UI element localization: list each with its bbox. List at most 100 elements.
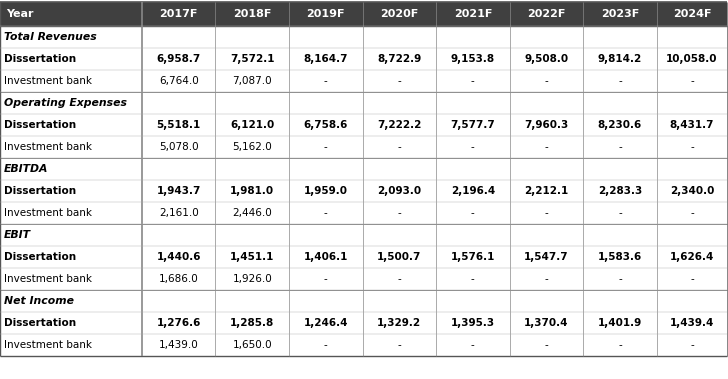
Text: 5,518.1: 5,518.1	[157, 120, 201, 130]
Text: -: -	[397, 274, 401, 284]
Text: -: -	[618, 142, 622, 152]
Text: 1,500.7: 1,500.7	[377, 252, 422, 262]
Bar	[0, 290, 727, 312]
Text: EBITDA: EBITDA	[4, 164, 48, 174]
Text: 5,162.0: 5,162.0	[232, 142, 272, 152]
Text: 1,276.6: 1,276.6	[157, 318, 201, 328]
Text: 1,981.0: 1,981.0	[230, 186, 274, 196]
Text: 2,196.4: 2,196.4	[451, 186, 495, 196]
Text: 1,401.9: 1,401.9	[598, 318, 642, 328]
Text: 1,440.6: 1,440.6	[157, 252, 201, 262]
Text: Investment bank: Investment bank	[4, 340, 92, 350]
Text: 1,650.0: 1,650.0	[232, 340, 272, 350]
Text: 7,577.7: 7,577.7	[451, 120, 495, 130]
Text: 6,764.0: 6,764.0	[159, 76, 199, 86]
Text: 2024F: 2024F	[673, 9, 711, 19]
Text: -: -	[471, 142, 475, 152]
Text: -: -	[324, 340, 328, 350]
Text: 1,576.1: 1,576.1	[451, 252, 495, 262]
Bar	[657, 2, 727, 26]
Bar	[142, 2, 215, 26]
Text: 2017F: 2017F	[159, 9, 198, 19]
Text: -: -	[397, 340, 401, 350]
Bar	[0, 246, 727, 268]
Text: Net Income: Net Income	[4, 296, 74, 306]
Text: 1,451.1: 1,451.1	[230, 252, 274, 262]
Text: 6,121.0: 6,121.0	[230, 120, 274, 130]
Text: 8,431.7: 8,431.7	[670, 120, 714, 130]
Text: Year: Year	[6, 9, 33, 19]
Text: Dissertation: Dissertation	[4, 252, 76, 262]
Text: 7,222.2: 7,222.2	[377, 120, 422, 130]
Text: Investment bank: Investment bank	[4, 208, 92, 218]
Text: -: -	[324, 142, 328, 152]
Text: 2,212.1: 2,212.1	[524, 186, 569, 196]
Text: -: -	[545, 274, 548, 284]
Bar	[0, 92, 727, 114]
Text: -: -	[471, 340, 475, 350]
Text: 1,583.6: 1,583.6	[598, 252, 642, 262]
Text: Operating Expenses: Operating Expenses	[4, 98, 127, 108]
Text: -: -	[618, 274, 622, 284]
Text: -: -	[324, 208, 328, 218]
Bar	[0, 26, 727, 48]
Text: 2018F: 2018F	[233, 9, 272, 19]
Text: -: -	[471, 274, 475, 284]
Bar	[436, 2, 510, 26]
Text: Investment bank: Investment bank	[4, 76, 92, 86]
Text: 1,406.1: 1,406.1	[304, 252, 348, 262]
Text: 8,722.9: 8,722.9	[377, 54, 422, 64]
Bar	[0, 202, 727, 224]
Bar	[0, 48, 727, 70]
Bar	[0, 334, 727, 356]
Bar	[0, 136, 727, 158]
Text: 2020F: 2020F	[380, 9, 419, 19]
Text: -: -	[397, 76, 401, 86]
Text: Investment bank: Investment bank	[4, 142, 92, 152]
Bar	[0, 158, 727, 180]
Text: -: -	[397, 142, 401, 152]
Bar	[289, 2, 363, 26]
Bar	[363, 2, 436, 26]
Text: 2021F: 2021F	[454, 9, 492, 19]
Text: -: -	[324, 274, 328, 284]
Text: 6,758.6: 6,758.6	[304, 120, 348, 130]
Text: 2,283.3: 2,283.3	[598, 186, 642, 196]
Text: 2023F: 2023F	[601, 9, 639, 19]
Text: 9,508.0: 9,508.0	[524, 54, 569, 64]
Bar	[0, 70, 727, 92]
Text: -: -	[618, 76, 622, 86]
Text: -: -	[471, 208, 475, 218]
Bar	[0, 312, 727, 334]
Text: -: -	[690, 340, 694, 350]
Text: 1,246.4: 1,246.4	[304, 318, 348, 328]
Text: 1,329.2: 1,329.2	[377, 318, 422, 328]
Text: 2,340.0: 2,340.0	[670, 186, 714, 196]
Bar	[0, 2, 142, 26]
Text: 2,161.0: 2,161.0	[159, 208, 199, 218]
Text: 1,285.8: 1,285.8	[230, 318, 274, 328]
Bar	[510, 2, 583, 26]
Text: 9,814.2: 9,814.2	[598, 54, 642, 64]
Text: -: -	[545, 340, 548, 350]
Text: -: -	[690, 142, 694, 152]
Text: 2,093.0: 2,093.0	[377, 186, 422, 196]
Text: -: -	[690, 274, 694, 284]
Text: Dissertation: Dissertation	[4, 186, 76, 196]
Text: EBIT: EBIT	[4, 230, 31, 240]
Text: 2019F: 2019F	[306, 9, 345, 19]
Text: -: -	[397, 208, 401, 218]
Bar	[0, 114, 727, 136]
Text: -: -	[690, 76, 694, 86]
Text: -: -	[618, 340, 622, 350]
Text: Total Revenues: Total Revenues	[4, 32, 97, 42]
Text: 1,943.7: 1,943.7	[157, 186, 201, 196]
Text: -: -	[545, 208, 548, 218]
Bar	[0, 268, 727, 290]
Text: -: -	[545, 142, 548, 152]
Text: Investment bank: Investment bank	[4, 274, 92, 284]
Text: 5,078.0: 5,078.0	[159, 142, 199, 152]
Text: 1,926.0: 1,926.0	[232, 274, 272, 284]
Text: Dissertation: Dissertation	[4, 54, 76, 64]
Text: 2,446.0: 2,446.0	[232, 208, 272, 218]
